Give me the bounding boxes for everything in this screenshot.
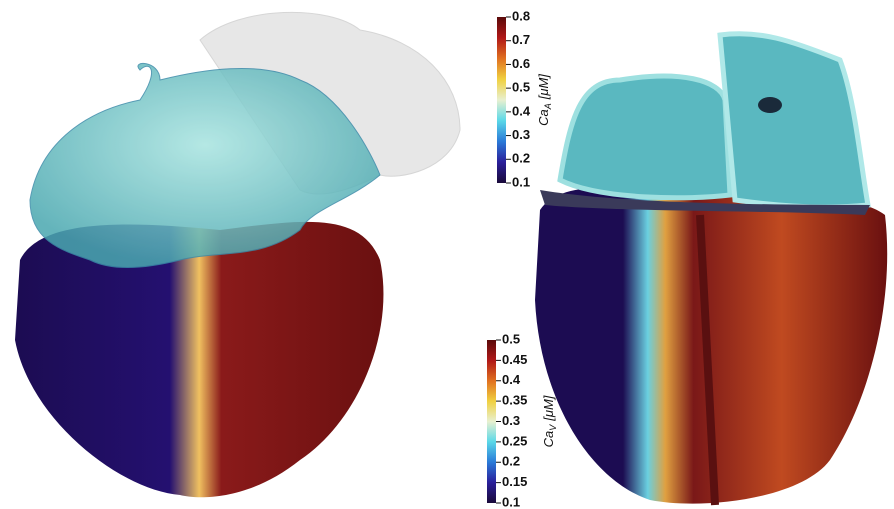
tick-label: 0.7 xyxy=(512,32,530,47)
tick-label: 0.6 xyxy=(512,56,530,71)
label-unit: [μM] xyxy=(541,395,556,422)
colorbar-title: CaV [μM] xyxy=(541,395,558,447)
tick-label: 0.5 xyxy=(502,331,520,346)
tick-label: 0.4 xyxy=(512,103,531,118)
colorbar-title: CaA [μM] xyxy=(536,74,553,126)
tick-label: 0.8 xyxy=(512,8,530,23)
label-subscript: A xyxy=(543,103,553,110)
tick-label: 0.2 xyxy=(502,454,520,469)
left-heart xyxy=(15,11,461,498)
colorbars: 0.10.20.30.40.50.60.70.8CaA[μM]0.10.150.… xyxy=(487,8,558,509)
label-symbol: Ca xyxy=(536,109,551,126)
tick-label: 0.2 xyxy=(512,151,530,166)
tick-label: 0.3 xyxy=(512,127,530,142)
tick-label: 0.25 xyxy=(502,433,527,448)
tick-label: 0.4 xyxy=(502,372,521,387)
colorbar xyxy=(487,340,496,503)
label-unit: [μM] xyxy=(536,74,551,101)
tick-label: 0.45 xyxy=(502,352,527,367)
label-subscript: V xyxy=(548,424,558,431)
label-symbol: Ca xyxy=(541,431,556,448)
right-heart xyxy=(535,31,888,506)
tick-label: 0.3 xyxy=(502,413,520,428)
tick-label: 0.1 xyxy=(502,494,520,509)
tick-label: 0.1 xyxy=(512,174,530,189)
colorbar xyxy=(497,17,506,183)
tick-label: 0.35 xyxy=(502,393,527,408)
tick-label: 0.15 xyxy=(502,474,527,489)
tick-label: 0.5 xyxy=(512,80,530,95)
